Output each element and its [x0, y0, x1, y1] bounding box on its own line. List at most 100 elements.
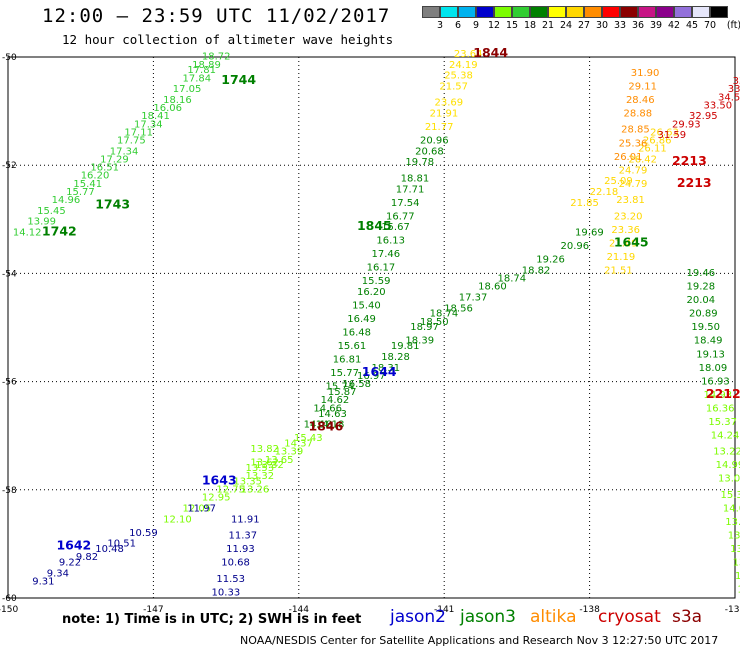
wave-height-value: 17.84	[182, 73, 211, 84]
wave-height-value: 13.99	[27, 217, 56, 228]
wave-height-value: 11.91	[231, 514, 260, 525]
wave-height-value: 17.34	[110, 146, 139, 157]
wave-height-value: 11.97	[187, 503, 216, 514]
legend-swatch	[566, 6, 584, 18]
wave-height-value: 13.32	[245, 471, 274, 482]
wave-height-value: 15.59	[362, 276, 391, 287]
wave-height-value: 18.81	[401, 173, 430, 184]
wave-height-value: 28.88	[624, 109, 653, 120]
wave-height-value: 16.58	[342, 379, 371, 390]
wave-height-value: 17.11	[124, 127, 153, 138]
wave-height-value: 33.50	[703, 100, 732, 111]
y-tick-label: -56	[2, 378, 17, 388]
footer-credit: NOAA/NESDIS Center for Satellite Applica…	[240, 634, 719, 647]
wave-height-value: 15.41	[73, 179, 102, 190]
wave-height-value: 13.65	[265, 455, 294, 466]
wave-height-value: 10.68	[221, 558, 250, 569]
wave-height-value: 9.22	[59, 558, 81, 569]
x-tick-label: -138	[579, 605, 600, 615]
legend-value: 12	[487, 20, 501, 31]
wave-height-value: 18.39	[405, 336, 434, 347]
wave-height-value: 19.28	[687, 282, 716, 293]
legend-swatch	[620, 6, 638, 18]
x-tick-label: -147	[143, 605, 163, 615]
legend-swatch	[638, 6, 656, 18]
wave-height-value: 12.75	[216, 485, 245, 496]
legend-unit: (ft)	[726, 20, 740, 31]
wave-height-value: 18.89	[192, 60, 221, 71]
wave-height-value: 14.24	[711, 430, 740, 441]
track-time-label: 1846	[308, 418, 343, 433]
wave-height-value: 20.96	[420, 136, 449, 147]
legend-swatch	[602, 6, 620, 18]
wave-height-value: 16.93	[701, 376, 730, 387]
wave-height-value: 15.74	[325, 382, 354, 393]
legend-value: 27	[577, 20, 591, 31]
wave-height-value: 18.74	[498, 274, 527, 285]
wave-height-value: 25.38	[444, 71, 473, 82]
wave-height-value: 18.09	[699, 363, 728, 374]
wave-height-value: 17.71	[396, 184, 425, 195]
wave-height-value: 17.75	[117, 136, 146, 147]
wave-height-value: 26.63	[650, 127, 679, 138]
wave-height-value: 16.51	[90, 163, 119, 174]
wave-height-value: 10.33	[212, 587, 241, 598]
track-time-label: 1845	[357, 218, 392, 233]
y-tick-label: -54	[2, 269, 17, 279]
wave-height-value: 29.93	[672, 119, 701, 130]
wave-height-value: 18.60	[478, 282, 507, 293]
wave-height-value: 15.37	[708, 417, 737, 428]
wave-height-value: 31.59	[657, 130, 686, 141]
wave-height-value: 34.51	[718, 92, 740, 103]
legend-swatch	[530, 6, 548, 18]
wave-height-value: 11.37	[229, 530, 258, 541]
legend-swatch	[494, 6, 512, 18]
wave-height-value: 32.95	[689, 111, 718, 122]
wave-height-value: 13.29	[733, 558, 740, 569]
legend-swatch	[548, 6, 566, 18]
track-time-label: 1642	[56, 537, 91, 552]
wave-height-value: 19.26	[536, 255, 565, 266]
wave-height-value: 24.79	[619, 179, 648, 190]
page-title: 12:00 — 23:59 UTC 11/02/2017	[42, 5, 391, 27]
legend-value: 21	[541, 20, 555, 31]
wave-height-value: 13.53	[245, 463, 274, 474]
legend-value: 6	[454, 20, 462, 31]
x-tick-label: -144	[289, 605, 310, 615]
legend-swatch	[656, 6, 674, 18]
wave-height-value: 23.20	[614, 211, 643, 222]
wave-height-value: 15.77	[66, 187, 95, 198]
wave-height-value: 17.54	[391, 198, 420, 209]
wave-height-value: 19.50	[691, 322, 720, 333]
wave-height-value: 15.45	[37, 206, 66, 217]
wave-height-value: 28.46	[626, 95, 655, 106]
satellite-label: altika	[530, 607, 577, 627]
y-tick-label: -58	[2, 486, 17, 496]
wave-height-value: 13.82	[250, 444, 279, 455]
wave-height-value: 17.81	[187, 65, 216, 76]
satellite-label: cryosat	[598, 607, 661, 627]
wave-height-value: 17.34	[134, 119, 163, 130]
wave-height-value: 11.53	[216, 574, 245, 585]
wave-height-value: 18.41	[141, 111, 170, 122]
wave-height-value: 16.20	[81, 171, 110, 182]
wave-height-value: 25.36	[619, 138, 648, 149]
legend-value: 42	[667, 20, 681, 31]
wave-height-value: 18.74	[430, 309, 459, 320]
wave-height-value: 14.37	[284, 439, 313, 450]
wave-height-value: 17.37	[459, 292, 488, 303]
wave-height-value: 20.04	[687, 295, 716, 306]
wave-height-value: 13.42	[725, 517, 740, 528]
legend-swatch	[674, 6, 692, 18]
wave-height-value: 19.69	[575, 228, 604, 239]
legend-value: 9	[472, 20, 480, 31]
wave-height-value: 9.82	[76, 552, 98, 563]
legend-swatch	[692, 6, 710, 18]
page-subtitle: 12 hour collection of altimeter wave hei…	[62, 32, 394, 47]
wave-height-value: 16.06	[153, 103, 182, 114]
wave-height-value: 25.09	[604, 176, 633, 187]
wave-height-value: 33.19	[728, 84, 740, 95]
wave-height-value: 24.19	[449, 60, 478, 71]
legend-value: 45	[685, 20, 699, 31]
